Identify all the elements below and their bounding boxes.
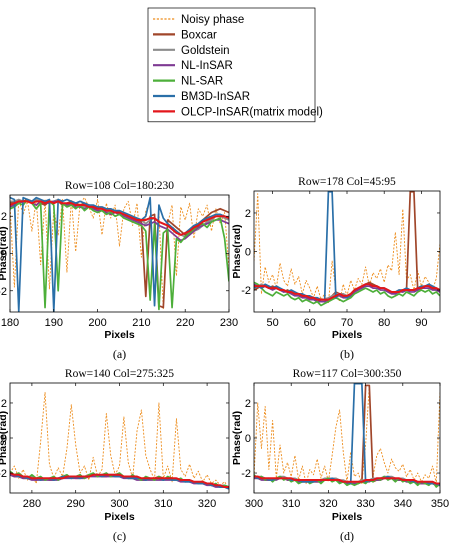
x-tick-label: 330	[356, 498, 374, 510]
plot-area	[254, 191, 440, 307]
plot-area	[254, 383, 440, 488]
series-line	[254, 193, 440, 304]
y-tick-label: 0	[245, 433, 251, 445]
legend-entry: Boxcar	[153, 29, 217, 41]
x-tick-label: 50	[266, 317, 278, 329]
y-tick-label: 0	[1, 433, 7, 445]
y-axis-label: Phase(rad)	[231, 411, 243, 465]
y-tick-label: 2	[1, 211, 7, 223]
x-tick-label: 230	[220, 317, 238, 329]
panel-label: (a)	[113, 347, 126, 361]
y-tick-label: -2	[0, 468, 7, 480]
x-tick-label: 220	[176, 317, 194, 329]
x-tick-label: 80	[378, 317, 390, 329]
series-line	[10, 200, 229, 242]
chart-title: Row=117 Col=300:350	[293, 368, 402, 380]
x-tick-label: 320	[319, 498, 337, 510]
legend-entry: BM3D-InSAR	[153, 91, 250, 103]
series-line	[254, 474, 440, 488]
x-tick-label: 90	[415, 317, 427, 329]
panel-label: (d)	[340, 529, 354, 543]
series-line	[254, 383, 440, 487]
chart-panels: Row=108 Col=180:230180190200210220230-20…	[0, 176, 449, 543]
legend-entry: OLCP-InSAR(matrix model)	[153, 106, 323, 118]
series-line	[10, 198, 229, 238]
series-line	[10, 196, 229, 312]
series-line	[10, 392, 229, 490]
series-line	[10, 472, 229, 489]
y-axis-label: Phase(rad)	[0, 226, 9, 280]
x-tick-label: 60	[304, 317, 316, 329]
plot-area	[10, 392, 229, 490]
legend-label: Noisy phase	[181, 14, 244, 26]
x-tick-label: 310	[154, 498, 172, 510]
x-axis-label: Pixels	[332, 511, 363, 523]
chart-panel: Row=108 Col=180:230 180 190 200 210 220 230 -2 0…	[0, 180, 238, 361]
x-tick-label: 290	[67, 498, 85, 510]
x-tick-label: 200	[88, 317, 106, 329]
legend-label: Boxcar	[181, 29, 217, 41]
x-tick-label: 310	[282, 498, 300, 510]
series-line	[10, 198, 229, 311]
legend-label: NL-InSAR	[181, 60, 233, 72]
chart-title: Row=178 Col=45:95	[298, 176, 396, 188]
y-tick-label: 2	[245, 208, 251, 220]
legend: Noisy phase Boxcar Goldstein NL-InSAR NL-SAR…	[147, 7, 323, 123]
legend-label: OLCP-InSAR(matrix model)	[181, 106, 323, 118]
x-tick-label: 350	[431, 498, 449, 510]
legend-entry: Noisy phase	[153, 14, 244, 26]
panel-label: (b)	[340, 347, 354, 361]
y-tick-label: 0	[1, 249, 7, 261]
x-axis-label: Pixels	[104, 329, 135, 341]
chart-panel: Row=140 Col=275:325 280 290 300 310 320 -2 0 2 Pi…	[0, 368, 230, 543]
y-tick-label: -2	[241, 285, 251, 297]
x-tick-label: 300	[110, 498, 128, 510]
x-axis-label: Pixels	[104, 511, 135, 523]
x-tick-label: 280	[23, 498, 41, 510]
x-tick-label: 190	[45, 317, 63, 329]
legend-label: NL-SAR	[181, 76, 223, 88]
chart-title: Row=140 Col=275:325	[65, 368, 174, 380]
series-line	[254, 384, 440, 487]
series-line	[254, 191, 440, 303]
y-tick-label: -2	[241, 468, 251, 480]
y-tick-label: -2	[0, 286, 7, 298]
legend-entry: NL-InSAR	[153, 60, 233, 72]
x-tick-label: 210	[132, 317, 150, 329]
series-line	[254, 385, 440, 484]
series-line	[254, 281, 440, 307]
x-tick-label: 70	[341, 317, 353, 329]
legend-box	[147, 7, 316, 123]
legend-label: Goldstein	[181, 45, 230, 57]
legend-entry: NL-SAR	[153, 76, 223, 88]
x-tick-label: 340	[394, 498, 412, 510]
series-line	[10, 200, 229, 236]
legend-label: BM3D-InSAR	[181, 91, 250, 103]
series-line	[254, 475, 440, 485]
series-line	[254, 191, 440, 301]
y-axis-label: Phase(rad)	[0, 411, 9, 465]
axes-frame	[253, 190, 441, 313]
y-tick-label: 2	[1, 398, 7, 410]
legend-entry: Goldstein	[153, 45, 230, 57]
panel-label: (c)	[113, 529, 126, 543]
series-line	[254, 283, 440, 301]
chart-panel: Row=117 Col=300:350 300 310 320 330 340 350 -2 0…	[231, 368, 449, 543]
y-tick-label: 2	[245, 398, 251, 410]
x-tick-label: 320	[198, 498, 216, 510]
chart-title: Row=108 Col=180:230	[65, 180, 174, 192]
y-tick-label: 0	[245, 247, 251, 259]
y-axis-label: Phase(rad)	[231, 224, 243, 278]
plot-area	[10, 196, 229, 312]
chart-panel: Row=178 Col=45:95 50 60 70 80 90 -2 0 2 Pixels Pha…	[231, 176, 441, 361]
x-tick-label: 300	[245, 498, 263, 510]
x-tick-label: 180	[1, 317, 19, 329]
x-axis-label: Pixels	[332, 329, 363, 341]
